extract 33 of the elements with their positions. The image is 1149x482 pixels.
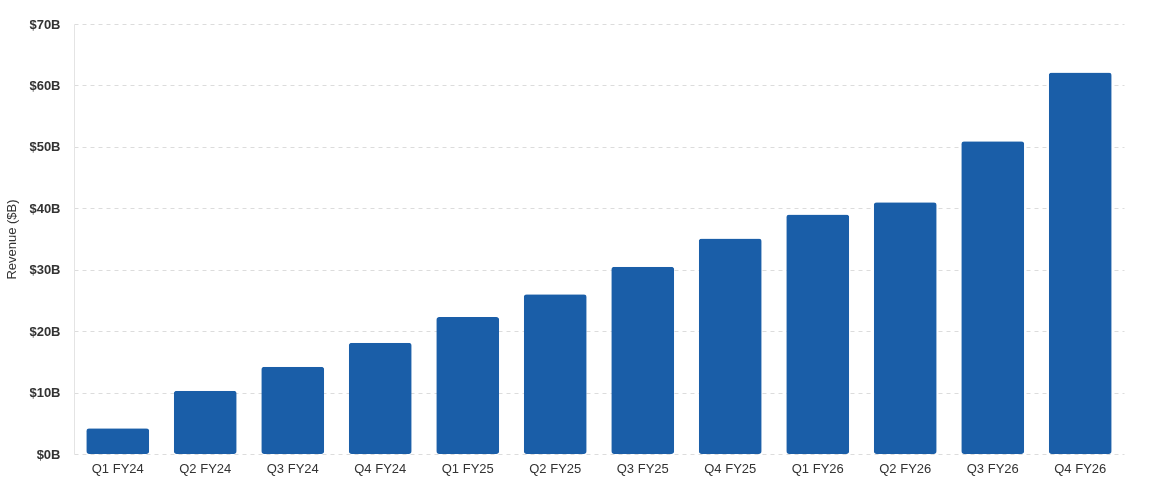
y-tick-label: $30B bbox=[29, 262, 61, 278]
bar bbox=[523, 294, 587, 454]
x-tick-label: Q3 FY24 bbox=[266, 460, 319, 476]
y-tick-label: $10B bbox=[29, 385, 61, 401]
bar bbox=[873, 202, 937, 454]
bar bbox=[436, 317, 500, 454]
x-tick-label: Q1 FY25 bbox=[441, 460, 494, 476]
bar bbox=[348, 342, 412, 454]
x-tick-label: Q3 FY25 bbox=[616, 460, 669, 476]
x-tick-label: Q2 FY25 bbox=[529, 460, 582, 476]
y-tick-label: $70B bbox=[29, 16, 61, 32]
bar bbox=[86, 428, 150, 454]
x-tick-label: Q4 FY26 bbox=[1054, 460, 1107, 476]
y-tick-label: $60B bbox=[29, 77, 61, 93]
y-tick-label: $50B bbox=[29, 139, 61, 155]
x-tick-label: Q2 FY26 bbox=[879, 460, 932, 476]
x-tick-label: Q2 FY24 bbox=[179, 460, 232, 476]
y-tick-label: $40B bbox=[29, 200, 61, 216]
y-tick-label: $20B bbox=[29, 323, 61, 339]
bar bbox=[261, 366, 325, 454]
x-tick-label: Q4 FY25 bbox=[704, 460, 757, 476]
y-axis-title: Revenue ($B) bbox=[4, 199, 20, 280]
x-tick-label: Q3 FY26 bbox=[966, 460, 1019, 476]
bar bbox=[698, 238, 762, 454]
bar bbox=[611, 266, 675, 454]
bar bbox=[1048, 72, 1112, 454]
y-tick-label: $0B bbox=[36, 446, 61, 462]
x-tick-label: Q1 FY24 bbox=[91, 460, 144, 476]
x-tick-label: Q4 FY24 bbox=[354, 460, 407, 476]
bar bbox=[961, 141, 1025, 454]
bar bbox=[173, 390, 237, 454]
x-tick-label: Q1 FY26 bbox=[791, 460, 844, 476]
bar bbox=[786, 214, 850, 454]
